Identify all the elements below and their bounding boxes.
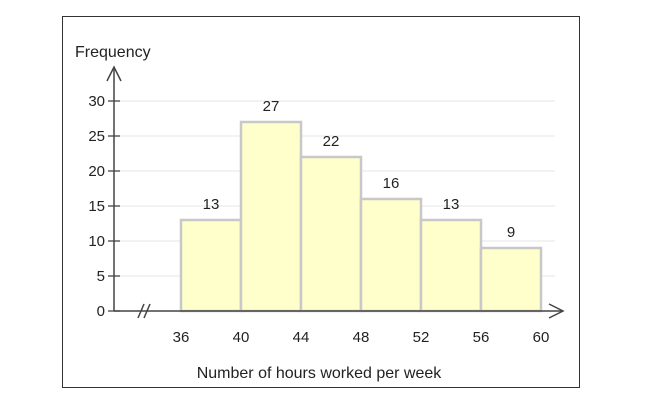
- x-axis-label: Number of hours worked per week: [197, 365, 443, 382]
- bars: [179, 120, 543, 313]
- y-tick-label: 30: [88, 93, 105, 110]
- histogram-bar: [359, 197, 423, 313]
- axes: [106, 65, 565, 319]
- y-ticks: 0 5 10 15 20 25 30: [88, 93, 120, 320]
- chart-frame: 0 5 10 15 20 25 30 36 40 44 48 52 56 60 13 27 22 16 13 9 …: [62, 16, 580, 388]
- bar-data-label: 9: [507, 224, 515, 241]
- data-labels: 13 27 22 16 13 9: [203, 98, 516, 241]
- histogram-bar: [299, 155, 363, 313]
- y-tick-label: 0: [97, 303, 105, 320]
- x-axis-break-mark: [137, 303, 151, 319]
- y-tick-label: 25: [88, 128, 105, 145]
- bar-data-label: 16: [383, 175, 400, 192]
- y-tick-label: 15: [88, 198, 105, 215]
- x-tick-label: 48: [353, 329, 370, 346]
- bar-data-label: 22: [323, 133, 340, 150]
- x-tick-label: 36: [173, 329, 190, 346]
- bar-data-label: 13: [443, 196, 460, 213]
- x-tick-label: 40: [233, 329, 250, 346]
- x-tick-label: 56: [473, 329, 490, 346]
- x-tick-label: 52: [413, 329, 430, 346]
- x-tick-label: 44: [293, 329, 310, 346]
- y-axis-label: Frequency: [75, 44, 151, 61]
- y-tick-label: 10: [88, 233, 105, 250]
- x-ticks: 36 40 44 48 52 56 60: [173, 329, 550, 346]
- histogram-bar: [479, 246, 543, 313]
- histogram-bar: [239, 120, 303, 313]
- bar-data-label: 13: [203, 196, 220, 213]
- x-tick-label: 60: [533, 329, 550, 346]
- y-tick-label: 5: [97, 268, 105, 285]
- histogram-bar: [419, 218, 483, 313]
- bar-data-label: 27: [263, 98, 280, 115]
- x-axis-arrow: [548, 303, 565, 319]
- y-tick-label: 20: [88, 163, 105, 180]
- histogram-bar: [179, 218, 243, 313]
- y-axis-arrow: [106, 65, 122, 82]
